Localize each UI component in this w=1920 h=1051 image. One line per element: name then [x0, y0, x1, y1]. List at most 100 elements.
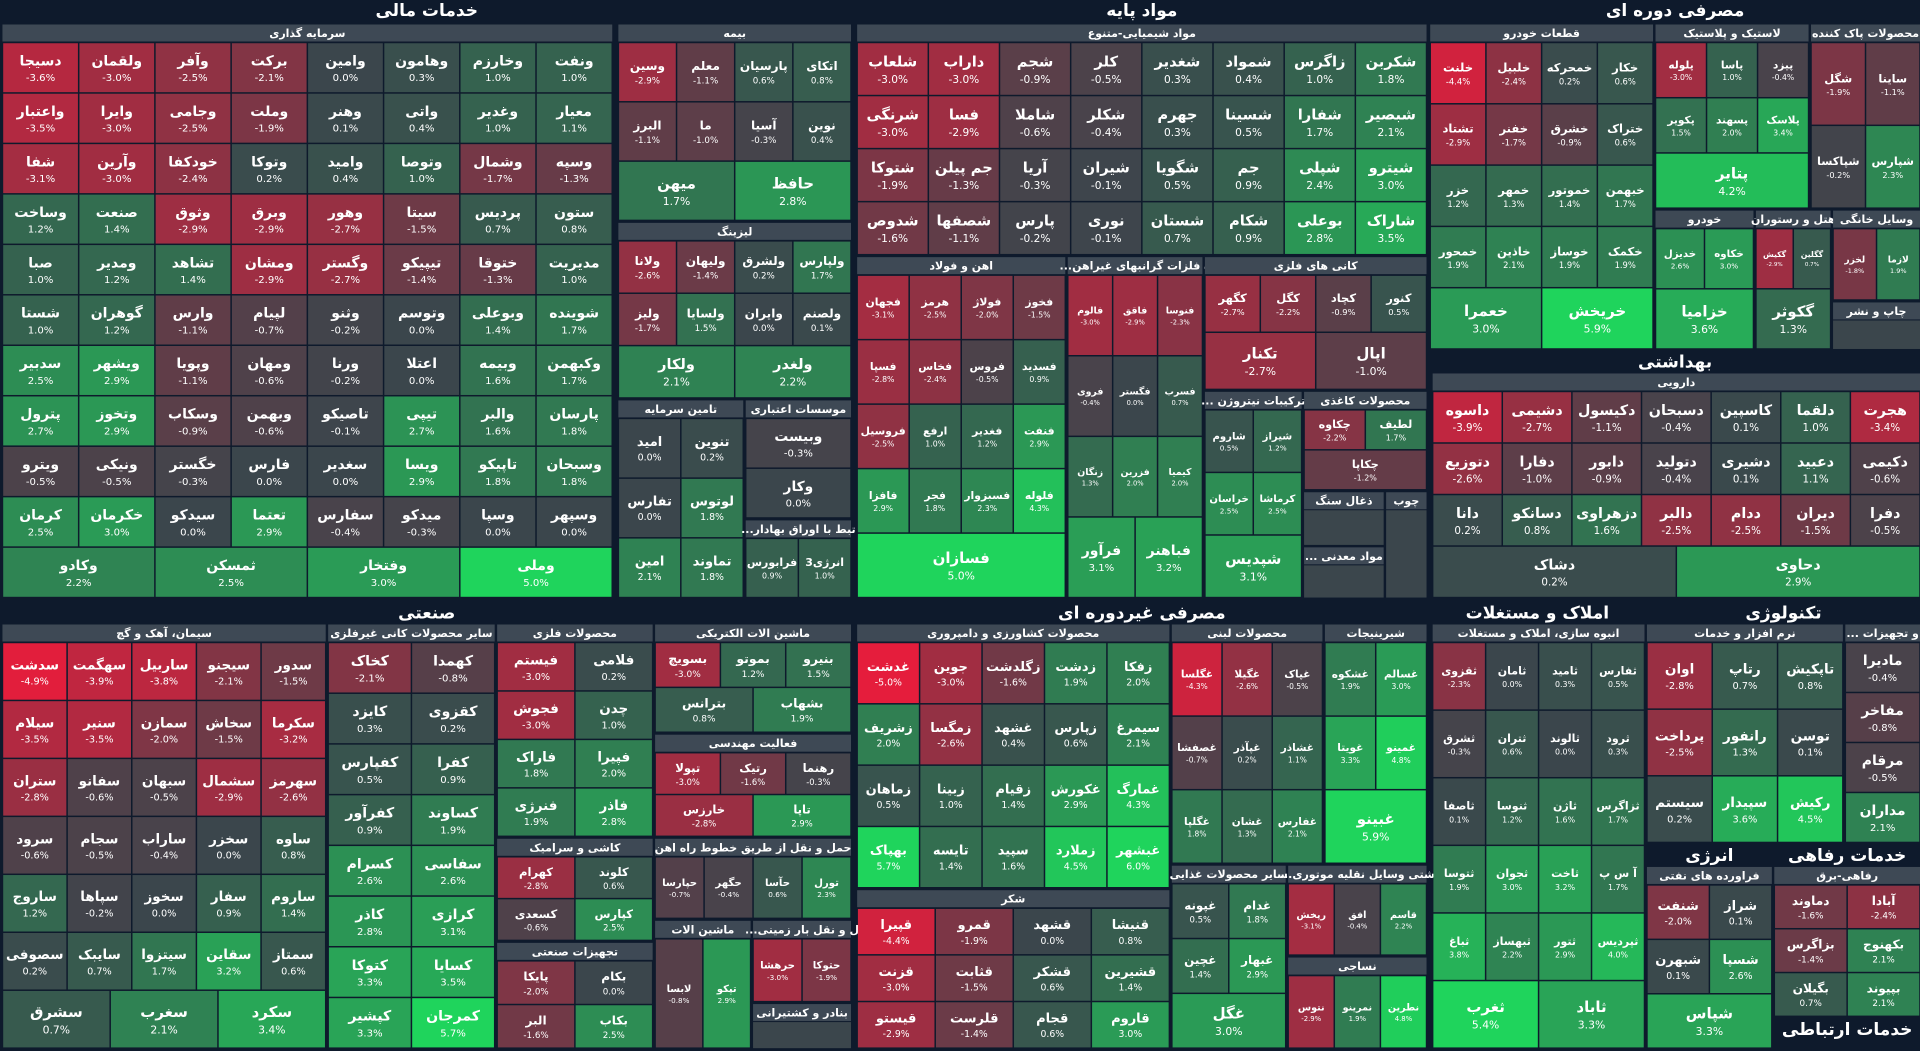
- tile: [920, 643, 982, 704]
- subgroup-title: اهن و فولاد: [929, 260, 993, 273]
- subgroup-title: حمل و نقل از طریق خطوط راه اهن: [655, 841, 852, 854]
- tile-name: وامید: [327, 154, 363, 170]
- tile: [3, 43, 78, 93]
- tile-name: پارسان: [549, 407, 599, 423]
- tile-value: 2.0%: [1172, 480, 1189, 488]
- tile-name: امین: [635, 554, 665, 569]
- tile-name: فجوش: [513, 701, 559, 717]
- tile-name: ساوه: [276, 831, 311, 847]
- tile: [1656, 43, 1706, 97]
- tile-value: -0.4%: [1091, 127, 1122, 139]
- tile: [1366, 410, 1426, 450]
- tile-name: تماوند: [693, 554, 732, 569]
- tile: [1433, 710, 1485, 777]
- tile-value: -2.4%: [1871, 911, 1897, 921]
- tile: [1486, 165, 1541, 226]
- tile-value: 1.3%: [1238, 829, 1257, 838]
- tile-value: 2.3%: [977, 504, 997, 513]
- subgroup-header: [1655, 210, 1754, 228]
- tile-name: سمتاز: [272, 947, 314, 963]
- tile: [3, 701, 67, 758]
- tile-name: خاذین: [1497, 244, 1530, 259]
- tile: [536, 144, 612, 194]
- tile: [1846, 693, 1920, 742]
- tile-value: 3.2%: [1156, 563, 1182, 574]
- tile: [1376, 643, 1426, 716]
- tile-value: 0.2%: [601, 672, 626, 683]
- tile: [1433, 981, 1538, 1048]
- tile-value: 2.2%: [780, 377, 807, 389]
- tile-value: 3.8%: [1449, 951, 1470, 960]
- tile-value: 2.9%: [718, 996, 736, 1005]
- tile-value: 3.0%: [104, 527, 130, 538]
- tile-value: 1.4%: [104, 225, 130, 236]
- tile: [1656, 98, 1706, 153]
- tile-name: کخاک: [351, 654, 390, 670]
- tile: [1592, 643, 1644, 710]
- tile-value: -1.1%: [635, 136, 660, 146]
- tile-name: کمرجان: [426, 1008, 481, 1024]
- tile: [1539, 778, 1591, 845]
- tile-value: 5.0%: [948, 570, 975, 583]
- tile: [197, 701, 261, 758]
- tile-value: 1.0%: [1306, 74, 1333, 86]
- tile-name: فسازان: [933, 549, 990, 567]
- tile-name: گکیش: [1763, 249, 1787, 260]
- tile-value: 2.1%: [1870, 823, 1895, 834]
- tile: [308, 497, 383, 547]
- tile: [536, 93, 612, 143]
- tile-value: 0.5%: [1608, 680, 1629, 689]
- tile-name: ثفارس: [1599, 664, 1637, 677]
- tile-value: 3.6%: [1732, 814, 1757, 825]
- tile-name: ستون: [554, 205, 594, 221]
- tile: [328, 947, 411, 997]
- tile-value: 0.5%: [1190, 916, 1212, 926]
- tile-value: 1.8%: [1377, 74, 1404, 86]
- tile-name: وجامی: [170, 104, 217, 120]
- tile-value: 1.7%: [1608, 815, 1629, 824]
- tile-value: 1.2%: [1502, 815, 1523, 824]
- tile-name: شیترو: [1368, 159, 1414, 176]
- tile-name: رتاپ: [1729, 662, 1761, 678]
- subgroup-header: [618, 222, 852, 240]
- tile: [231, 446, 307, 496]
- subgroup-header: [857, 890, 1170, 908]
- tile-name: کفپارس: [341, 755, 399, 771]
- tile: [155, 346, 231, 395]
- tile: [412, 693, 494, 744]
- tile-value: 5.9%: [1584, 323, 1611, 336]
- tile-value: 2.9%: [1555, 951, 1576, 960]
- tile-name: زبینا: [937, 782, 965, 797]
- tile-value: 0.2%: [753, 272, 775, 282]
- tile-value: -1.1%: [1592, 422, 1622, 434]
- tile-value: -2.8%: [21, 792, 49, 803]
- tile-name: وهور: [327, 205, 363, 221]
- tile-name: لطیف: [1380, 418, 1413, 431]
- tile-value: 5.9%: [1362, 831, 1389, 844]
- tile-value: -3.5%: [26, 124, 56, 135]
- tile-value: 2.0%: [876, 739, 900, 750]
- tile-name: ددام: [1731, 506, 1761, 522]
- tile-value: 2.1%: [1503, 260, 1524, 270]
- tile-name: ساروج: [13, 889, 57, 905]
- tile: [1433, 643, 1485, 710]
- tile-value: 2.5%: [603, 923, 624, 933]
- tile-name: وتوکا: [251, 154, 287, 170]
- subgroup-title: تامین سرمایه: [644, 403, 717, 416]
- tile-value: -2.4%: [1502, 76, 1526, 86]
- tile-value: -3.0%: [877, 127, 908, 139]
- tile: [536, 346, 612, 395]
- tile: [1068, 356, 1112, 436]
- tile-value: 5.7%: [440, 1028, 466, 1039]
- tile-value: -4.9%: [21, 677, 49, 688]
- tile-value: -1.5%: [1801, 525, 1831, 537]
- tile-value: 0.2%: [256, 174, 282, 185]
- tile-name: ولیهان: [686, 254, 726, 269]
- tile-name: چدن: [599, 701, 628, 717]
- tile: [132, 701, 196, 758]
- tile: [155, 144, 231, 194]
- tile-name: فلامی: [593, 653, 634, 669]
- subgroup-title: محصولات کشاورزی و دامپروری: [927, 627, 1099, 640]
- subgroup-header: [497, 624, 653, 642]
- tile: [460, 446, 536, 496]
